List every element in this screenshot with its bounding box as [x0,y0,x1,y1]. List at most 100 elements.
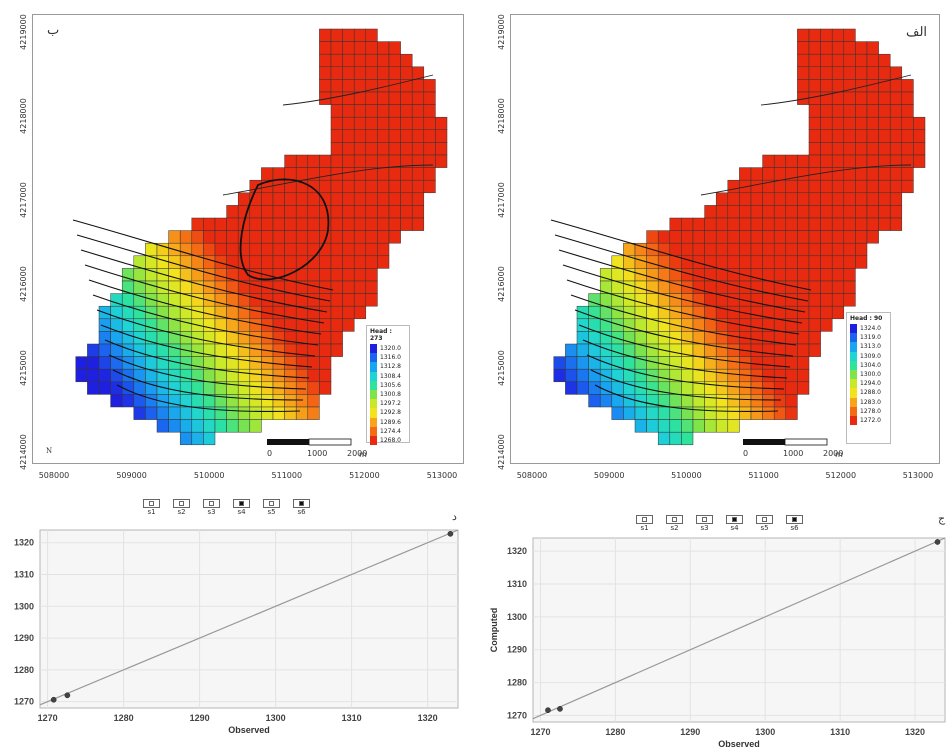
well-toggle-s2[interactable]: s2 [666,515,683,532]
grid-cell [797,381,810,395]
left-legend-row: 1316.0 [370,353,406,363]
y-axis-label: Computed [489,608,499,653]
map-x-tick-label: 513000 [427,471,458,480]
scalebar-black [743,439,785,445]
grid-cell [411,217,425,231]
well-toggle-s4[interactable]: s4 [726,515,743,532]
left-map-axes: 508000 509000 510000 511000 512000 513000 4214… [19,14,458,480]
well-toggle-s1[interactable]: s1 [636,515,653,532]
right-legend-value: 1294.0 [860,380,881,388]
well-toggle-icon [666,515,683,524]
well-toggle-s4[interactable]: s4 [233,499,250,516]
y-tick-label: 1310 [14,570,34,580]
y-tick-label: 1290 [507,645,527,655]
scalebar-label: 0 [267,449,272,458]
x-axis-label: Observed [718,739,760,749]
contour-line [700,164,912,196]
well-toggle-s5[interactable]: s5 [756,515,773,532]
contour-line [582,339,788,379]
right-legend-swatch [850,379,857,389]
left-legend-value: 1305.6 [380,381,401,389]
y-tick-label: 1270 [14,697,34,707]
left-legend-value: 1289.6 [380,418,401,426]
left-map-north-mark: N [46,447,53,455]
well-toggle-s6[interactable]: s6 [293,499,310,516]
contour-line [112,369,304,401]
left-legend-value: 1316.0 [380,354,401,362]
left-legend-value: 1312.8 [380,363,401,371]
right-legend-swatch [850,369,857,380]
map-x-tick-label: 513000 [903,471,934,480]
left-legend-row: 1300.8 [370,389,406,400]
contour-lines [550,74,912,413]
map-x-tick-label: 508000 [39,471,70,480]
y-tick-label: 1280 [14,665,34,675]
right-scatter-letter: ج [938,512,946,525]
y-tick-label: 1280 [507,678,527,688]
grid-cell [377,255,390,269]
grid-cell [435,154,448,168]
x-tick-label: 1270 [530,727,550,737]
contour-line [760,74,912,106]
grid-cell [843,293,856,307]
left-legend-swatch [370,353,377,363]
well-toggle-s3[interactable]: s3 [203,499,220,516]
map-x-tick-label: 512000 [349,471,380,480]
right-legend-title: Head : 90 [850,315,883,322]
map-y-tick-label: 4216000 [497,266,506,302]
right-legend-value: 1319.0 [860,334,881,342]
contour-line [72,219,334,291]
well-toggle-label: s3 [700,524,709,532]
map-y-tick-label: 4216000 [19,266,28,302]
right-legend-swatch [850,333,857,343]
scalebar-black [267,439,309,445]
scalebar-label: 1000 [783,449,803,458]
well-toggle-label: s2 [670,524,679,532]
map-y-tick-label: 4217000 [497,182,506,218]
contour-line [562,264,803,324]
right-legend-swatch [850,388,857,398]
y-tick-label: 1300 [14,601,34,611]
map-x-tick-label: 508000 [517,471,548,480]
well-toggle-s6[interactable]: s6 [786,515,803,532]
well-toggle-icon [173,499,190,508]
left-legend-swatch [370,408,377,418]
well-toggle-icon [293,499,310,508]
well-toggle-s5[interactable]: s5 [263,499,280,516]
scalebar-label: 1000 [307,449,327,458]
map-x-tick-label: 511000 [272,471,303,480]
contour-line [578,324,791,368]
left-scatter-letter: د [452,510,457,523]
well-toggle-s1[interactable]: s1 [143,499,160,516]
contour-line [222,164,434,196]
left-legend-swatch [370,399,377,409]
grid-cell [820,318,833,332]
contour-line [84,264,325,324]
well-toggle-label: s3 [207,508,216,516]
left-legend-swatch [370,344,377,354]
contour-line [88,279,322,335]
grid-cell [330,343,343,357]
closed-contour [239,178,330,281]
well-toggle-label: s4 [730,524,739,532]
y-tick-label: 1290 [14,633,34,643]
one-to-one-line [532,537,946,720]
x-tick-label: 1280 [605,727,625,737]
map-x-tick-label: 512000 [826,471,857,480]
left-legend-value: 1320.0 [380,345,401,353]
map-y-tick-label: 4215000 [19,350,28,386]
grid-cell [901,179,914,194]
y-tick-label: 1320 [507,546,527,556]
map-x-tick-label: 510000 [671,471,702,480]
grid-cell [353,305,367,320]
left-legend-row: 1320.0 [370,344,406,354]
x-tick-label: 1290 [680,727,700,737]
well-toggle-s3[interactable]: s3 [696,515,713,532]
left-legend-swatch [370,435,377,446]
well-toggle-s2[interactable]: s2 [173,499,190,516]
data-point [447,530,454,537]
left-legend-row: 1289.6 [370,417,406,427]
